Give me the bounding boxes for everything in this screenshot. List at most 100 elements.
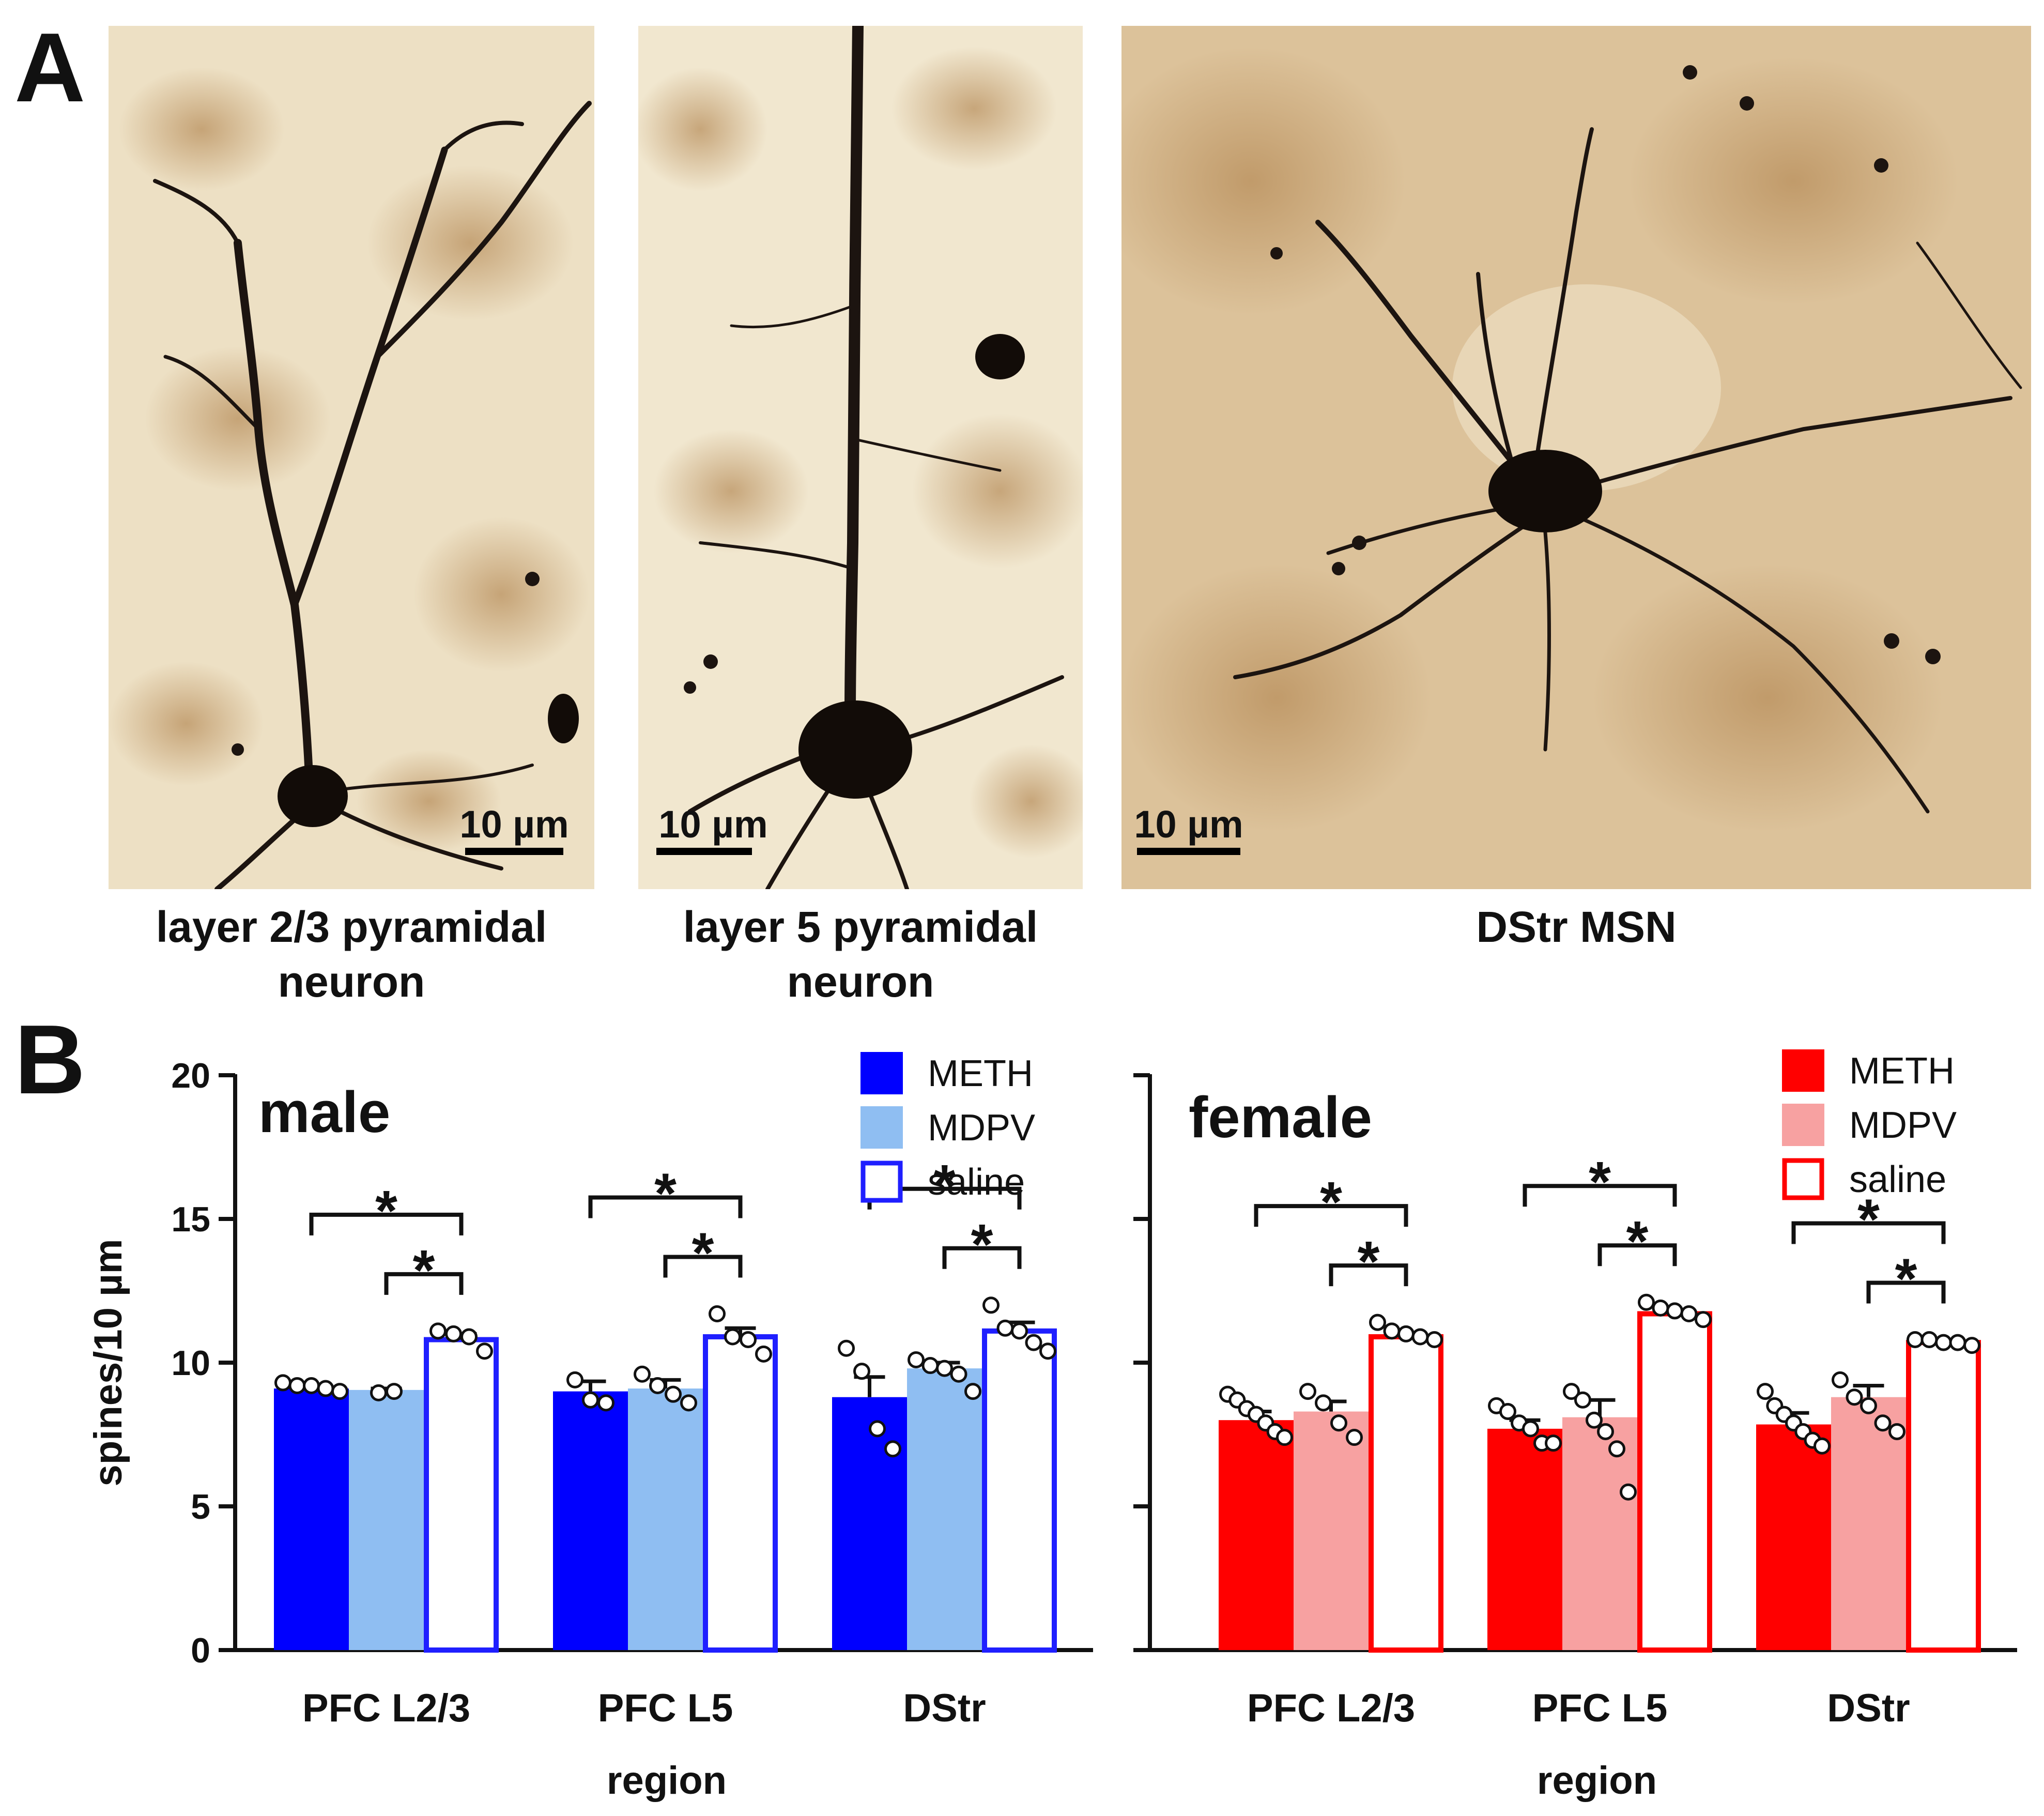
data-point	[429, 1322, 447, 1340]
legend-swatch-meth	[860, 1052, 903, 1094]
sig-bracket-meth-saline-star: *	[375, 1179, 397, 1243]
x-tick-label: DStr	[1827, 1686, 1910, 1730]
bar-mdpv	[628, 1388, 703, 1650]
data-point	[1907, 1331, 1924, 1349]
panel-b-label: B	[14, 1005, 86, 1115]
sig-bracket-mdpv-saline	[942, 1246, 1022, 1269]
data-point	[1522, 1420, 1539, 1438]
sig-bracket-meth-saline	[1791, 1221, 1946, 1244]
bar-group-1: **	[553, 1162, 778, 1653]
data-point	[566, 1371, 583, 1388]
legend-swatch-meth	[1782, 1049, 1824, 1092]
data-point	[1874, 1414, 1892, 1432]
sig-bracket-meth-saline-star: *	[654, 1162, 677, 1225]
legend-swatch-saline	[860, 1161, 903, 1203]
data-point	[1666, 1302, 1683, 1320]
data-point	[1920, 1331, 1938, 1349]
data-point	[1545, 1435, 1562, 1452]
data-point	[274, 1374, 291, 1392]
bar-saline	[1906, 1340, 1981, 1653]
data-point	[331, 1383, 348, 1400]
legend-swatch-mdpv	[860, 1106, 903, 1149]
sig-bracket-meth-saline	[1523, 1184, 1677, 1207]
scale-bar-label-2: 10 µm	[658, 803, 767, 846]
y-tick-label: 10	[171, 1344, 210, 1383]
bar-saline	[1637, 1311, 1712, 1653]
panel-a-label: A	[14, 13, 86, 123]
sig-bracket-mdpv-saline-star: *	[1895, 1247, 1917, 1311]
data-point	[1860, 1397, 1877, 1414]
caption-layer23-line1: layer 2/3 pyramidal	[156, 903, 547, 951]
data-point	[1025, 1334, 1042, 1351]
micrograph-dstr-msn-image: 10 µm	[1121, 26, 2031, 889]
bar-meth	[1487, 1428, 1562, 1650]
caption-layer23: layer 2/3 pyramidal neuron	[109, 899, 594, 1009]
data-point	[476, 1342, 493, 1360]
sig-bracket-mdpv-saline-star: *	[971, 1213, 993, 1276]
sig-bracket-mdpv-saline	[663, 1255, 743, 1278]
y-tick-label: 15	[171, 1200, 210, 1239]
bar-group-2: **	[1756, 1188, 1981, 1653]
bar-meth	[1219, 1420, 1294, 1650]
bar-saline	[1369, 1334, 1443, 1653]
data-point	[964, 1383, 981, 1400]
data-point	[1563, 1383, 1580, 1400]
legend-female: METH MDPV saline	[1782, 1049, 1957, 1200]
data-point	[1832, 1371, 1849, 1388]
data-point	[1397, 1325, 1415, 1342]
data-point	[370, 1384, 387, 1401]
sig-bracket-meth-saline-star: *	[933, 1153, 956, 1217]
legend-label-saline: saline	[1849, 1159, 1946, 1200]
bar-mdpv	[1294, 1411, 1369, 1650]
data-point	[1426, 1331, 1443, 1349]
data-point	[1963, 1337, 1980, 1354]
data-point	[386, 1383, 403, 1400]
bar-saline	[424, 1337, 499, 1653]
legend-label-meth: METH	[928, 1053, 1033, 1094]
micrograph-layer5-image: 10 µm	[638, 26, 1083, 889]
data-point	[1499, 1403, 1516, 1421]
data-point	[884, 1440, 901, 1458]
legend-swatch-mdpv	[1782, 1104, 1824, 1146]
sig-bracket-mdpv-saline-star: *	[692, 1221, 714, 1285]
x-tick-label: PFC L2/3	[302, 1686, 470, 1730]
data-point	[1299, 1383, 1316, 1400]
bar-group-0: **	[1219, 1170, 1443, 1653]
data-point	[1814, 1437, 1831, 1455]
sig-bracket-meth-saline-star: *	[1320, 1170, 1342, 1234]
sig-bracket-mdpv-saline	[384, 1272, 464, 1295]
bar-meth	[553, 1391, 628, 1650]
data-point	[460, 1328, 478, 1346]
data-point	[634, 1365, 651, 1383]
bar-meth	[832, 1397, 907, 1650]
data-point	[1935, 1334, 1952, 1351]
caption-layer23-line2: neuron	[278, 957, 425, 1006]
sig-bracket-meth-saline	[588, 1195, 743, 1218]
x-tick-label: PFC L5	[598, 1686, 733, 1730]
x-tick-label: PFC L2/3	[1247, 1686, 1415, 1730]
legend-swatch-saline	[1782, 1158, 1824, 1200]
data-point	[950, 1365, 967, 1383]
micrograph-layer23: 10 µm	[109, 26, 594, 889]
data-point	[1652, 1299, 1669, 1317]
data-point	[317, 1380, 334, 1397]
data-point	[740, 1331, 757, 1349]
data-point	[982, 1296, 1000, 1314]
caption-dstr-msn-line1: DStr MSN	[1476, 903, 1677, 951]
data-point	[869, 1420, 886, 1438]
data-point	[597, 1394, 614, 1412]
data-point	[582, 1391, 599, 1409]
data-point	[921, 1357, 939, 1375]
caption-layer5-line1: layer 5 pyramidal	[683, 903, 1038, 951]
sig-bracket-meth-saline-star: *	[1589, 1150, 1611, 1214]
data-point	[1680, 1305, 1698, 1322]
data-point	[1369, 1314, 1386, 1331]
chart-title-male: male	[258, 1080, 390, 1144]
data-point	[1039, 1342, 1056, 1360]
data-point	[1276, 1429, 1293, 1446]
caption-dstr-msn: DStr MSN	[1121, 899, 2031, 954]
x-axis-title: region	[1537, 1759, 1657, 1803]
data-point	[838, 1339, 855, 1357]
legend-label-mdpv: MDPV	[1849, 1105, 1957, 1146]
